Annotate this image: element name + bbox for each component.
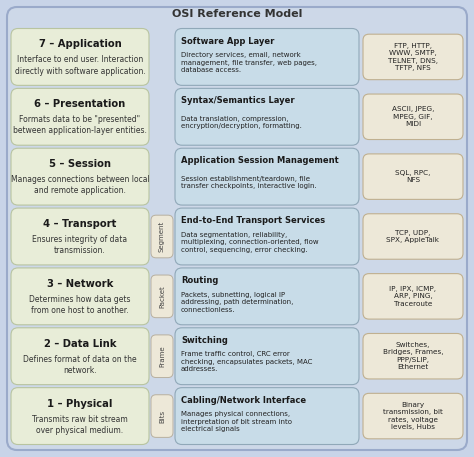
FancyBboxPatch shape bbox=[11, 208, 149, 265]
Text: SQL, RPC,
NFS: SQL, RPC, NFS bbox=[395, 170, 431, 183]
FancyBboxPatch shape bbox=[363, 94, 463, 139]
FancyBboxPatch shape bbox=[175, 268, 359, 325]
Text: TCP, UDP,
SPX, AppleTalk: TCP, UDP, SPX, AppleTalk bbox=[386, 230, 439, 243]
Text: OSI Reference Model: OSI Reference Model bbox=[172, 9, 302, 19]
FancyBboxPatch shape bbox=[151, 215, 173, 258]
Text: Directory services, email, network
management, file transfer, web pages,
databas: Directory services, email, network manag… bbox=[181, 52, 317, 73]
Text: ASCII, JPEG,
MPEG, GIF,
MIDI: ASCII, JPEG, MPEG, GIF, MIDI bbox=[392, 106, 434, 128]
FancyBboxPatch shape bbox=[363, 154, 463, 199]
Text: 7 – Application: 7 – Application bbox=[38, 39, 121, 49]
Text: Session establishment/teardown, file
transfer checkpoints, interactive login.: Session establishment/teardown, file tra… bbox=[181, 175, 317, 189]
Text: Software App Layer: Software App Layer bbox=[181, 37, 274, 46]
FancyBboxPatch shape bbox=[11, 28, 149, 85]
Text: Cabling/Network Interface: Cabling/Network Interface bbox=[181, 396, 306, 404]
FancyBboxPatch shape bbox=[11, 148, 149, 205]
FancyBboxPatch shape bbox=[151, 335, 173, 377]
Text: FTP, HTTP,
WWW, SMTP,
TELNET, DNS,
TFTP, NFS: FTP, HTTP, WWW, SMTP, TELNET, DNS, TFTP,… bbox=[388, 43, 438, 71]
FancyBboxPatch shape bbox=[175, 328, 359, 385]
FancyBboxPatch shape bbox=[363, 274, 463, 319]
Text: 2 – Data Link: 2 – Data Link bbox=[44, 339, 116, 349]
Text: Data segmentation, reliability,
multiplexing, connection-oriented, flow
control,: Data segmentation, reliability, multiple… bbox=[181, 232, 319, 253]
Text: 5 – Session: 5 – Session bbox=[49, 159, 111, 169]
Text: Routing: Routing bbox=[181, 276, 219, 285]
Text: Interface to end user. Interaction
directly with software application.: Interface to end user. Interaction direc… bbox=[15, 55, 146, 75]
FancyBboxPatch shape bbox=[175, 88, 359, 145]
FancyBboxPatch shape bbox=[11, 328, 149, 385]
FancyBboxPatch shape bbox=[363, 34, 463, 80]
Text: 3 – Network: 3 – Network bbox=[47, 279, 113, 289]
FancyBboxPatch shape bbox=[175, 388, 359, 445]
FancyBboxPatch shape bbox=[151, 395, 173, 437]
Text: Binary
transmission, bit
rates, voltage
levels, Hubs: Binary transmission, bit rates, voltage … bbox=[383, 402, 443, 430]
Text: Segment: Segment bbox=[159, 221, 165, 252]
Text: Manages connections between local
and remote application.: Manages connections between local and re… bbox=[10, 175, 149, 195]
FancyBboxPatch shape bbox=[11, 88, 149, 145]
Text: Frame traffic control, CRC error
checking, encapsulates packets, MAC
addresses.: Frame traffic control, CRC error checkin… bbox=[181, 351, 312, 372]
Text: End-to-End Transport Services: End-to-End Transport Services bbox=[181, 216, 325, 225]
FancyBboxPatch shape bbox=[175, 148, 359, 205]
Text: Data translation, compression,
encryption/decryption, formatting.: Data translation, compression, encryptio… bbox=[181, 116, 302, 129]
FancyBboxPatch shape bbox=[11, 388, 149, 445]
Text: Packets, subnetting, logical IP
addressing, path determination,
connectionless.: Packets, subnetting, logical IP addressi… bbox=[181, 292, 293, 313]
Text: Switching: Switching bbox=[181, 336, 228, 345]
FancyBboxPatch shape bbox=[175, 208, 359, 265]
FancyBboxPatch shape bbox=[11, 268, 149, 325]
Text: Formats data to be "presented"
between application-layer entities.: Formats data to be "presented" between a… bbox=[13, 115, 147, 135]
Text: Syntax/Semantics Layer: Syntax/Semantics Layer bbox=[181, 96, 295, 106]
Text: Defines format of data on the
network.: Defines format of data on the network. bbox=[23, 355, 137, 375]
Text: Application Session Management: Application Session Management bbox=[181, 156, 339, 165]
FancyBboxPatch shape bbox=[363, 214, 463, 259]
Text: Frame: Frame bbox=[159, 345, 165, 367]
FancyBboxPatch shape bbox=[363, 334, 463, 379]
FancyBboxPatch shape bbox=[363, 393, 463, 439]
FancyBboxPatch shape bbox=[151, 275, 173, 318]
Text: Switches,
Bridges, Frames,
PPP/SLIP,
Ethernet: Switches, Bridges, Frames, PPP/SLIP, Eth… bbox=[383, 342, 443, 371]
Text: Bits: Bits bbox=[159, 409, 165, 423]
Text: IP, IPX, ICMP,
ARP, PING,
Traceroute: IP, IPX, ICMP, ARP, PING, Traceroute bbox=[390, 286, 437, 307]
FancyBboxPatch shape bbox=[7, 7, 467, 450]
Text: Ensures integrity of data
transmission.: Ensures integrity of data transmission. bbox=[32, 235, 128, 255]
FancyBboxPatch shape bbox=[175, 28, 359, 85]
Text: 4 – Transport: 4 – Transport bbox=[43, 219, 117, 229]
Text: Transmits raw bit stream
over physical medium.: Transmits raw bit stream over physical m… bbox=[32, 414, 128, 435]
Text: 1 – Physical: 1 – Physical bbox=[47, 399, 113, 409]
Text: Determines how data gets
from one host to another.: Determines how data gets from one host t… bbox=[29, 295, 131, 315]
Text: Packet: Packet bbox=[159, 285, 165, 308]
Text: 6 – Presentation: 6 – Presentation bbox=[35, 99, 126, 109]
Text: Manages physical connections,
interpretation of bit stream into
electrical signa: Manages physical connections, interpreta… bbox=[181, 411, 292, 432]
